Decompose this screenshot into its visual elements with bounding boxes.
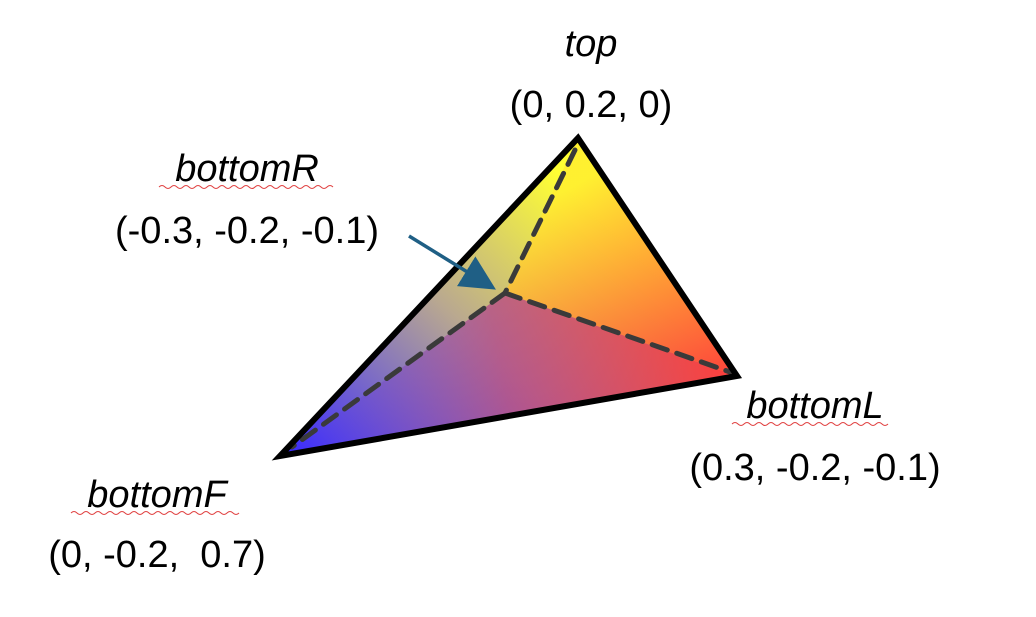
spell-underline [70,511,240,515]
hidden-edge-bottomR-bottomL [502,290,733,375]
vertex-bottomR-label: bottomR (-0.3, -0.2, -0.1) [115,148,379,252]
hidden-edge-top-bottomR [502,147,578,296]
vertex-bottomL-label: bottomL (0.3, -0.2, -0.1) [689,385,940,489]
vertex-bottomR-coords: (-0.3, -0.2, -0.1) [115,210,379,252]
tetrahedron-faces [280,138,737,456]
vertex-bottomL-name: bottomL [746,385,883,427]
pointer-arrow [408,234,496,290]
vertex-bottomF-coords: (0, -0.2, 0.7) [48,534,266,576]
vertex-bottomF-name: bottomF [87,474,228,516]
vertex-top-name: top [565,23,618,65]
face-right-tint [505,138,737,376]
vertex-bottomR-name: bottomR [175,148,319,190]
vertex-bottomL-coords: (0.3, -0.2, -0.1) [689,447,940,489]
vertex-top-coords: (0, 0.2, 0) [510,84,673,126]
spell-underline [158,185,334,189]
outline-edges [271,133,743,461]
vertex-top-label: top (0, 0.2, 0) [510,23,673,126]
hidden-edge-bottomR-bottomF [289,290,508,450]
spell-underline [731,422,889,426]
vertex-bottomF-label: bottomF (0, -0.2, 0.7) [48,474,266,576]
hidden-edges [289,147,733,450]
face-bottom-tint [280,293,737,456]
